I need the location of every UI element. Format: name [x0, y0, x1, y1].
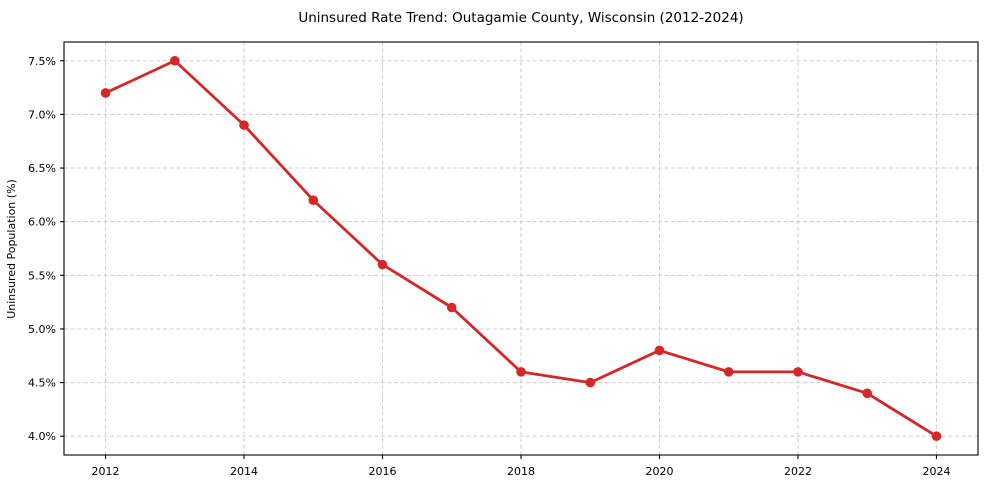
- x-tick-label: 2024: [922, 465, 950, 478]
- y-tick-label: 6.0%: [28, 216, 56, 229]
- y-axis-label: Uninsured Population (%): [5, 179, 18, 319]
- data-point-marker: [723, 367, 734, 377]
- y-tick-label: 4.0%: [28, 430, 56, 443]
- x-tick-label: 2020: [645, 465, 673, 478]
- data-point-marker: [931, 431, 942, 442]
- data-point-marker: [239, 120, 249, 130]
- y-tick-label: 5.0%: [28, 323, 56, 336]
- y-tick-label: 6.5%: [28, 162, 56, 175]
- data-point-marker: [446, 302, 457, 313]
- x-tick-label: 2016: [369, 465, 397, 478]
- data-point-marker: [308, 195, 319, 206]
- data-point-marker: [516, 367, 526, 377]
- y-tick-label: 7.5%: [28, 55, 56, 68]
- grid-layer: [64, 42, 978, 455]
- data-point-marker: [862, 388, 873, 399]
- data-series-layer: [100, 55, 942, 442]
- data-point-marker: [793, 367, 803, 377]
- y-tick-label: 7.0%: [28, 108, 56, 121]
- axis-layer: 2012 2014 2016 2018 2020 2022 2024 4.0% 4.5% 5.0%…: [28, 41, 979, 478]
- data-point-marker: [585, 377, 596, 388]
- x-tick-label: 2022: [784, 465, 812, 478]
- x-tick-label: 2014: [230, 465, 258, 478]
- data-point-marker: [169, 55, 180, 66]
- y-tick-label: 4.5%: [28, 377, 56, 390]
- data-point-marker: [100, 88, 111, 98]
- chart-title: Uninsured Rate Trend: Outagamie County, …: [298, 10, 743, 26]
- data-point-marker: [377, 259, 388, 270]
- data-point-marker: [654, 345, 665, 356]
- x-tick-label: 2018: [507, 465, 535, 478]
- y-tick-label: 5.5%: [28, 269, 56, 282]
- x-tick-label: 2012: [92, 465, 120, 478]
